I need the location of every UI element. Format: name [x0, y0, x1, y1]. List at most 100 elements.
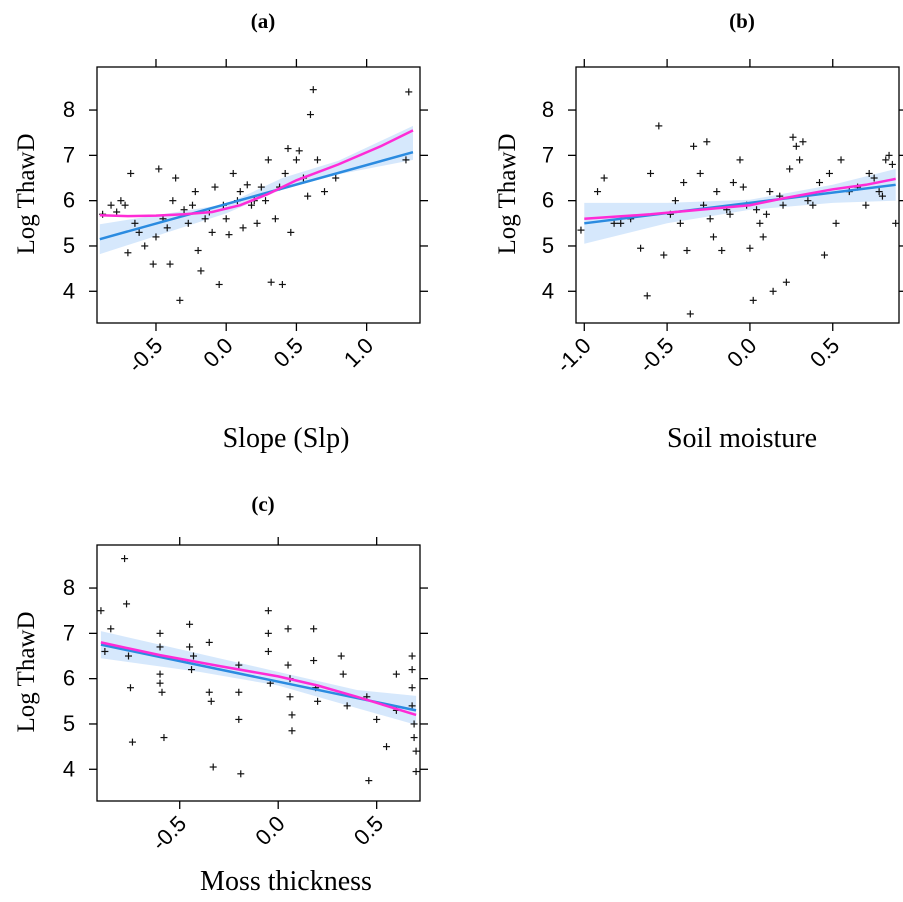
data-point [310, 625, 318, 633]
data-point [402, 156, 410, 164]
data-point [188, 201, 196, 209]
data-point [736, 156, 744, 164]
y-tick-label: 8 [63, 575, 75, 600]
data-point [885, 151, 893, 159]
data-point [410, 734, 418, 742]
data-point [172, 174, 180, 182]
data-point [746, 244, 754, 252]
panel-b: (b) -1.0 -0.5 0.0 0.5 4 5 6 7 8 Soil moisture Log T… [494, 9, 903, 454]
data-point [739, 183, 747, 191]
y-tick-label: 8 [63, 97, 75, 122]
data-point [211, 183, 219, 191]
data-point [875, 188, 883, 196]
data-point [247, 201, 255, 209]
x-tick-label: 0.5 [269, 333, 308, 372]
data-point [278, 280, 286, 288]
data-point [205, 688, 213, 696]
data-point [577, 226, 585, 234]
data-point [832, 219, 840, 227]
data-point [107, 625, 115, 633]
x-tick-label: -0.5 [123, 333, 167, 377]
data-point [412, 747, 420, 755]
data-point [888, 160, 896, 168]
data-point [759, 233, 767, 241]
data-point [156, 679, 164, 687]
data-point [160, 734, 168, 742]
data-point [882, 156, 890, 164]
data-point [753, 206, 761, 214]
data-point [383, 743, 391, 751]
data-point [131, 219, 139, 227]
data-point [284, 661, 292, 669]
data-point [239, 224, 247, 232]
smooth-line [584, 177, 896, 221]
data-point [671, 197, 679, 205]
data-point [310, 657, 318, 665]
data-point [683, 247, 691, 255]
data-point [804, 197, 812, 205]
data-point [287, 228, 295, 236]
data-point [713, 188, 721, 196]
smooth-line [100, 641, 417, 717]
data-point [271, 215, 279, 223]
y-tick-label: 4 [542, 278, 554, 303]
data-point [703, 138, 711, 146]
data-point [660, 251, 668, 259]
data-point [163, 224, 171, 232]
data-point [117, 197, 125, 205]
data-point [690, 142, 698, 150]
confidence-band [99, 125, 414, 255]
data-point [264, 629, 272, 637]
data-point [676, 219, 684, 227]
data-point [680, 179, 688, 187]
data-point [128, 738, 136, 746]
data-point [113, 208, 121, 216]
data-point [207, 697, 215, 705]
data-point [617, 219, 625, 227]
x-axis-title: Moss thickness [200, 866, 372, 897]
data-point [253, 219, 261, 227]
data-point [264, 156, 272, 164]
data-point [97, 607, 105, 615]
data-point [208, 228, 216, 236]
data-point [152, 233, 160, 241]
data-point [392, 670, 400, 678]
data-point [267, 278, 275, 286]
data-point [215, 280, 223, 288]
data-point [304, 192, 312, 200]
fit-line [99, 150, 414, 241]
data-point [820, 251, 828, 259]
plot-frame [96, 544, 421, 802]
data-point [309, 86, 317, 94]
data-point [201, 215, 209, 223]
data-point [281, 169, 289, 177]
data-point [243, 181, 251, 189]
data-point [123, 600, 131, 608]
data-point [166, 260, 174, 268]
data-point [815, 179, 823, 187]
y-tick-label: 7 [63, 620, 75, 645]
data-point [405, 88, 413, 96]
y-axis-title: Log ThawD [13, 133, 40, 254]
data-point [158, 688, 166, 696]
data-point [643, 292, 651, 300]
data-point [782, 278, 790, 286]
x-axis-title: Slope (Slp) [223, 423, 350, 454]
data-point [337, 652, 345, 660]
y-tick-label: 6 [63, 188, 75, 213]
data-point [373, 715, 381, 723]
data-point [121, 555, 129, 563]
data-point [686, 310, 694, 318]
data-point [306, 111, 314, 119]
y-tick-label: 4 [63, 278, 75, 303]
data-point [332, 174, 340, 182]
data-point [314, 697, 322, 705]
data-point [126, 684, 134, 692]
data-point [408, 652, 416, 660]
data-point [706, 215, 714, 223]
data-point [779, 201, 787, 209]
y-axis-title: Log ThawD [494, 133, 521, 254]
y-tick-label: 5 [63, 233, 75, 258]
data-point [769, 287, 777, 295]
